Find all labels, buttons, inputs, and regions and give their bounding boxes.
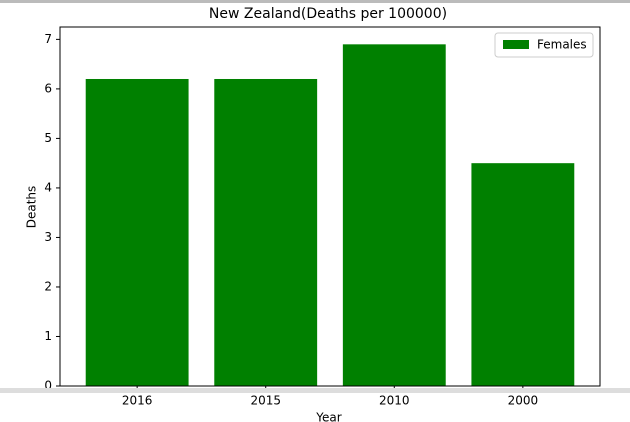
- bar: [85, 78, 189, 386]
- bar: [342, 44, 446, 387]
- y-tick-label: 0: [44, 379, 52, 393]
- top-edge: [0, 0, 630, 3]
- plot-frame: [59, 26, 601, 387]
- y-tick-label: 1: [44, 329, 52, 343]
- y-tick-label: 7: [44, 32, 52, 46]
- legend-box: [494, 32, 594, 58]
- bar: [214, 78, 318, 386]
- y-tick-label: 6: [44, 81, 52, 95]
- legend-label: Females: [537, 38, 587, 52]
- x-axis-label: Year: [315, 411, 341, 422]
- x-tick-label: 2000: [508, 394, 539, 408]
- y-axis-label: Deaths: [25, 186, 39, 229]
- chart-title: New Zealand(Deaths per 100000): [209, 6, 447, 22]
- x-tick-label: 2016: [122, 394, 153, 408]
- bar: [471, 163, 575, 386]
- x-tick-label: 2015: [250, 394, 281, 408]
- bottom-edge: [0, 388, 630, 393]
- legend-swatch: [503, 40, 529, 49]
- x-tick-label: 2010: [379, 394, 410, 408]
- y-tick-label: 2: [44, 279, 52, 293]
- y-tick-label: 3: [44, 230, 52, 244]
- y-tick-label: 4: [44, 180, 52, 194]
- y-tick-label: 5: [44, 131, 52, 145]
